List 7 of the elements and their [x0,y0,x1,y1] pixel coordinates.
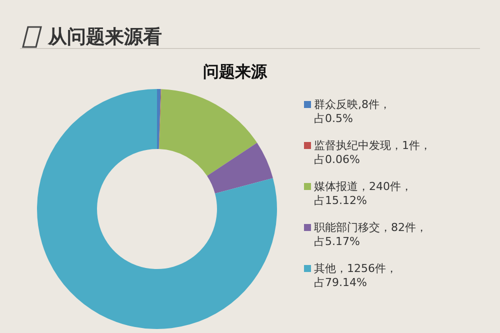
chart-subtitle: 问题来源 [202,62,268,83]
legend-label: 职能部门移交，82件，占5.17% [314,221,427,249]
legend-label: 其他，1256件，占79.14% [314,262,397,290]
legend-label: 监督执纪中发现，1件，占0.06% [314,139,431,167]
legend-label: 媒体报道，240件，占15.12% [314,180,412,208]
legend-label: 群众反映,8件，占0.5% [314,98,390,126]
chart-title: 从问题来源看 [48,25,162,50]
